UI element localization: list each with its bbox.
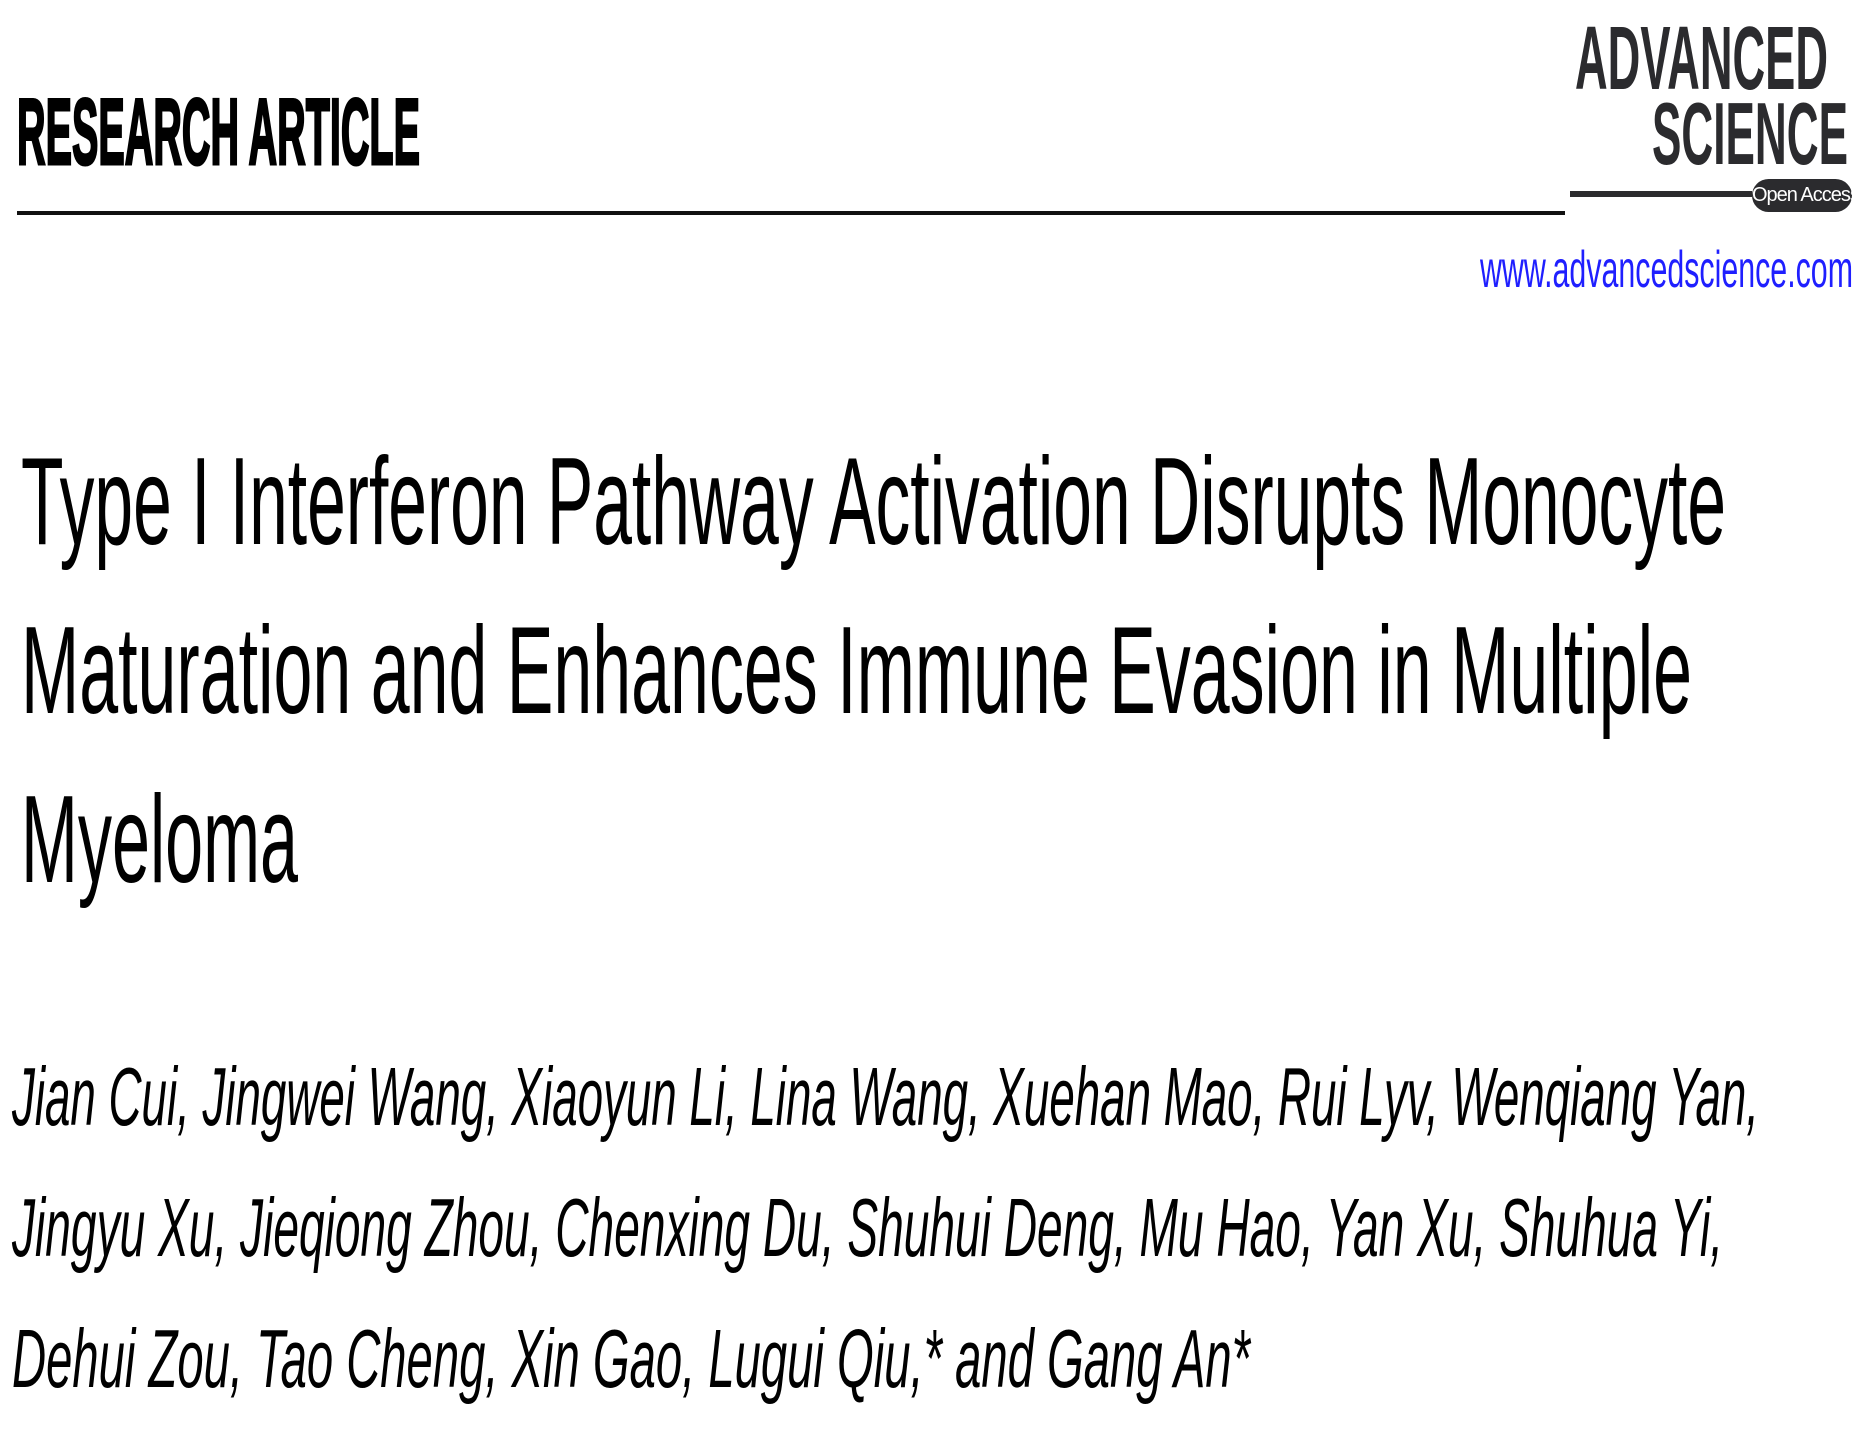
journal-url-link[interactable]: www.advancedscience.com: [1480, 241, 1853, 299]
title-line: Type I Interferon Pathway Activation Dis…: [21, 433, 1726, 571]
author-line: Jingyu Xu, Jieqiong Zhou, Chenxing Du, S…: [12, 1181, 1724, 1274]
header-divider: [17, 211, 1565, 215]
title-line: Maturation and Enhances Immune Evasion i…: [21, 602, 1692, 740]
author-line: Jian Cui, Jingwei Wang, Xiaoyun Li, Lina…: [12, 1050, 1759, 1143]
section-label: RESEARCH ARTICLE: [16, 79, 420, 184]
logo-bar: [1570, 191, 1752, 197]
logo-word-advanced: ADVANCED: [1575, 9, 1828, 109]
author-line: Dehui Zou, Tao Cheng, Xin Gao, Lugui Qiu…: [12, 1312, 1250, 1405]
logo-word-science: SCIENCE: [1652, 84, 1848, 183]
title-line: Myeloma: [21, 771, 298, 909]
open-access-badge: Open Access: [1752, 179, 1852, 212]
